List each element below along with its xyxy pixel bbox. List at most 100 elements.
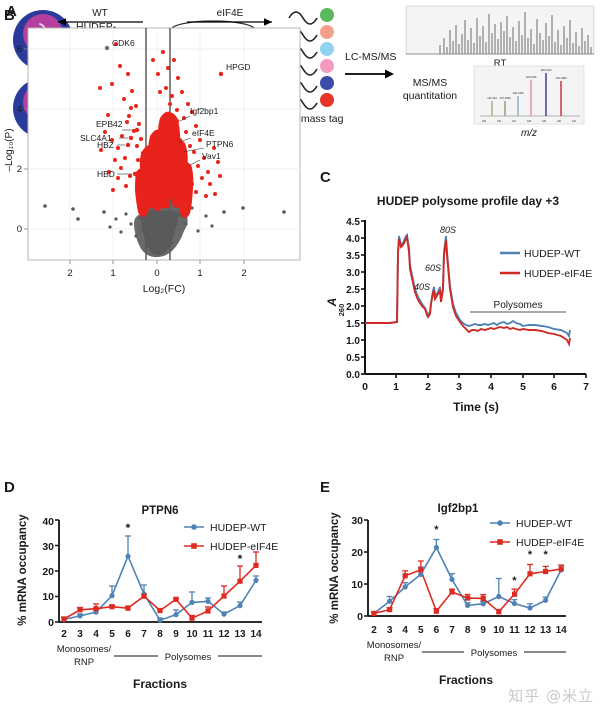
panel-a-label: A — [6, 3, 17, 20]
xe-3: 3 — [387, 625, 393, 636]
yc-40: 4.0 — [346, 234, 360, 245]
panel-c-legend: HUDEP-WT HUDEP-eIF4E — [500, 248, 592, 280]
legend-marker-eif4e — [497, 539, 503, 545]
xe-9: 9 — [480, 625, 486, 636]
gene-label-cdk6: CDK6 — [112, 38, 135, 48]
polysomes-label: Polysomes — [494, 300, 543, 311]
xd-7: 7 — [141, 629, 147, 640]
gene-label-epb42: EPB42 — [96, 119, 123, 129]
gene-label-hpgd: HPGD — [226, 62, 251, 72]
xc-1: 1 — [393, 381, 399, 393]
yc-45: 4.5 — [346, 217, 360, 228]
panel-e-label: E — [320, 479, 330, 496]
panel-c-y-ticks: 0.0 0.5 1.0 1.5 2.0 2.5 3.0 3.5 4.0 4.5 — [346, 217, 360, 381]
panel-e-title: Igf2bp1 — [438, 503, 479, 515]
peak-label-80s: 80S — [440, 225, 456, 235]
gene-label-slc4a1: SLC4A1 — [80, 133, 112, 143]
panel-c-svg: C HUDEP polysome profile day +3 0.0 0.5 … — [320, 169, 592, 414]
panel-d-monosomes-line1: Monosomes/ — [57, 644, 112, 655]
xd-4: 4 — [93, 629, 99, 640]
panel-c-ylabel-sub: 260 — [337, 304, 346, 317]
panel-d-legend-wt: HUDEP-WT — [210, 522, 267, 534]
svg-text:128.1349: 128.1349 — [513, 91, 524, 95]
panel-e-markers-eif4e — [371, 566, 564, 616]
wt-arrow-icon — [58, 18, 143, 26]
yd-0: 0 — [48, 617, 54, 629]
panel-e-svg: E Igf2bp1 0 10 20 30 % mRNA occupancy 2 … — [320, 479, 584, 687]
xe-13: 13 — [540, 625, 552, 636]
y-tick-2: 2 — [17, 164, 22, 175]
panel-b-wt-header: WT — [92, 8, 108, 19]
panel-e: E Igf2bp1 0 10 20 30 % mRNA occupancy 2 … — [318, 470, 600, 712]
panel-b-y-axis: 0 2 4 6 –Log₁₀(P) — [4, 44, 28, 235]
xc-0: 0 — [362, 381, 368, 393]
svg-text:130: 130 — [557, 120, 562, 123]
legend-label-wt: HUDEP-WT — [524, 248, 581, 260]
panel-e-monosomes-line2: RNP — [384, 653, 404, 664]
panel-d: D PTPN6 0 10 20 30 40 % mRNA occupancy 2… — [0, 470, 320, 712]
panel-e-star-f11: * — [512, 575, 517, 587]
panel-d-legend-eif4e: HUDEP-eIF4E — [210, 541, 278, 553]
panel-c-x-ticks: 0 1 2 3 4 5 6 7 — [362, 381, 589, 393]
yd-10: 10 — [42, 591, 54, 603]
panel-d-label: D — [4, 479, 15, 496]
x-tick-2: 2 — [241, 268, 246, 279]
eif4e-arrow-icon — [187, 18, 272, 26]
volcano-labeled-points — [104, 45, 224, 177]
panel-b-label: B — [4, 7, 15, 24]
xe-8: 8 — [465, 625, 471, 636]
xe-2: 2 — [371, 625, 377, 636]
panel-c-ylabel-group: A 260 — [325, 298, 346, 317]
gene-label-ptpn6: PTPN6 — [206, 139, 234, 149]
xe-7: 7 — [449, 625, 455, 636]
panel-d-polysomes-label: Polysomes — [165, 652, 212, 663]
xd-8: 8 — [157, 629, 163, 640]
polysome-trace-eif4e — [365, 233, 571, 348]
panel-e-x-ticks: 2 3 4 5 6 7 8 9 10 11 12 13 14 — [371, 625, 567, 636]
gene-label-hbd: HBD — [97, 169, 115, 179]
panel-b: B WT eIF4E — [0, 0, 320, 300]
xd-5: 5 — [109, 629, 115, 640]
panel-b-xlabel: Log₂(FC) — [143, 283, 186, 295]
gene-label-vav1: Vav1 — [202, 151, 221, 161]
xd-9: 9 — [173, 629, 179, 640]
rt-axis-label: RT — [494, 58, 507, 69]
tmt-peptides-icon — [288, 8, 334, 110]
panel-e-monosomes-line1: Monosomes/ — [367, 640, 422, 651]
volcano-points-ns — [43, 199, 286, 258]
yc-25: 2.5 — [346, 285, 360, 296]
xe-11: 11 — [509, 625, 520, 636]
y-tick-0: 0 — [17, 224, 22, 235]
yc-15: 1.5 — [346, 319, 360, 330]
panel-d-ylabel: % mRNA occupancy — [17, 514, 29, 626]
panel-e-legend-eif4e: HUDEP-eIF4E — [516, 537, 584, 549]
svg-text:129: 129 — [542, 120, 547, 123]
svg-text:125: 125 — [482, 120, 487, 123]
peak-label-60s: 60S — [425, 263, 441, 273]
svg-text:131.1380: 131.1380 — [556, 76, 567, 80]
legend-marker-eif4e — [191, 543, 197, 549]
x-tick-0: 0 — [154, 268, 159, 279]
xe-12: 12 — [524, 625, 536, 636]
x-tick-1: 1 — [197, 268, 202, 279]
panel-d-y-ticks: 0 10 20 30 40 — [42, 516, 54, 629]
svg-text:129.1316: 129.1316 — [526, 75, 537, 79]
panel-e-star-f12: * — [528, 549, 533, 561]
xc-3: 3 — [456, 381, 462, 393]
panel-e-legend: HUDEP-WT HUDEP-eIF4E — [490, 518, 584, 549]
yd-30: 30 — [42, 541, 54, 553]
y-tick-4: 4 — [17, 104, 22, 115]
xe-6: 6 — [434, 625, 440, 636]
panel-d-x-ticks: 2 3 4 5 6 7 8 9 10 11 12 13 14 — [61, 629, 262, 640]
panel-c-xlabel: Time (s) — [453, 400, 499, 414]
panel-b-x-axis: 2 1 0 1 2 Log₂(FC) — [67, 260, 247, 295]
panel-d-markers-eif4e — [61, 562, 259, 622]
yc-35: 3.5 — [346, 251, 360, 262]
yc-0: 0.0 — [346, 370, 360, 381]
xd-12: 12 — [218, 629, 230, 640]
panel-e-ylabel: % mRNA occupancy — [329, 512, 341, 624]
ye-10: 10 — [351, 579, 363, 591]
panel-e-legend-wt: HUDEP-WT — [516, 518, 573, 530]
panel-e-y-ticks: 0 10 20 30 — [351, 515, 363, 623]
yc-10: 1.0 — [346, 336, 360, 347]
